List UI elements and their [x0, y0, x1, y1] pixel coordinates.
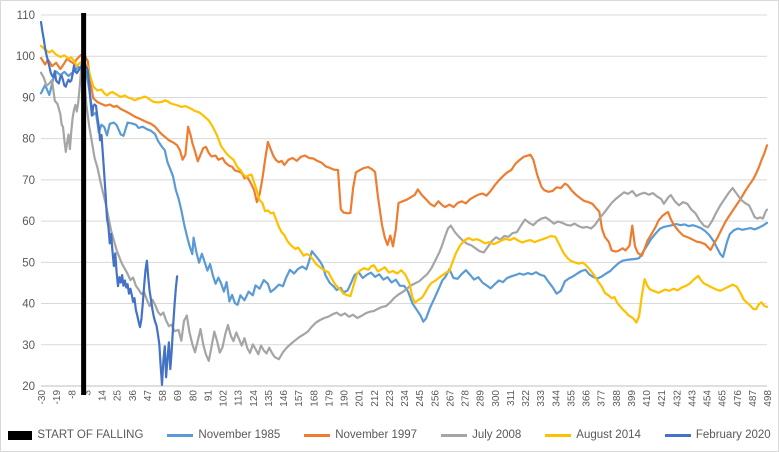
- x-tick-label-333: 333: [536, 390, 547, 407]
- x-tick-label-223: 223: [385, 390, 396, 407]
- x-tick-label-58: 58: [158, 390, 169, 402]
- x-tick-label-289: 289: [476, 390, 487, 407]
- x-tick-label-498: 498: [763, 390, 774, 407]
- x-tick-label-190: 190: [340, 390, 351, 407]
- x-tick-label-36: 36: [128, 390, 139, 402]
- x-tick-label-355: 355: [566, 390, 577, 407]
- legend-label-august-2014: August 2014: [576, 429, 641, 441]
- x-tick-label-311: 311: [506, 390, 517, 406]
- legend-label-start-of-falling: START OF FALLING: [37, 429, 144, 441]
- x-tick-label-135: 135: [264, 390, 275, 407]
- x-tick-label-377: 377: [597, 390, 608, 407]
- x-tick-label--30: -30: [37, 390, 48, 405]
- x-tick-label-124: 124: [249, 390, 260, 407]
- legend-item-august-2014: August 2014: [545, 429, 641, 441]
- x-tick-label-476: 476: [733, 390, 744, 407]
- legend-swatch-november-1997: [304, 433, 331, 437]
- plot-series: [39, 20, 769, 386]
- x-tick-label-91: 91: [203, 390, 214, 402]
- series-line-november-1985: [39, 65, 769, 323]
- series-line-july-2008: [39, 56, 769, 362]
- x-tick-label-300: 300: [491, 390, 502, 407]
- x-axis-labels: -30 -19 -8 3 14 25 36 47 58 69 80 91 102 113 124 135 146…: [37, 390, 774, 407]
- x-tick-label--19: -19: [52, 390, 63, 405]
- legend-label-february-2020: February 2020: [695, 429, 771, 441]
- y-tick-label-70: 70: [22, 175, 35, 187]
- legend-swatch-february-2020: [664, 433, 691, 437]
- x-tick-label-69: 69: [173, 390, 184, 402]
- x-tick-label-465: 465: [718, 390, 729, 407]
- x-tick-label-443: 443: [687, 390, 698, 407]
- y-tick-label-110: 110: [17, 10, 35, 22]
- legend-item-november-1985: November 1985: [167, 429, 280, 441]
- x-tick-label-366: 366: [582, 390, 593, 407]
- x-tick-label-179: 179: [324, 390, 335, 407]
- legend-item-start-of-falling: START OF FALLING: [8, 429, 143, 441]
- x-tick-label-454: 454: [703, 390, 714, 407]
- legend-item-july-2008: July 2008: [441, 429, 521, 441]
- y-axis-labels: 20 30 40 50 60 70 80 90 100 110: [16, 10, 35, 393]
- x-tick-label-234: 234: [400, 390, 411, 407]
- legend-item-november-1997: November 1997: [304, 429, 417, 441]
- x-tick-label-146: 146: [279, 390, 290, 407]
- x-tick-label-157: 157: [294, 390, 305, 407]
- x-tick-label-80: 80: [188, 390, 199, 402]
- x-tick-label-421: 421: [657, 390, 668, 407]
- y-tick-label-80: 80: [22, 134, 35, 146]
- legend-swatch-july-2008: [441, 433, 468, 437]
- y-tick-label-40: 40: [22, 299, 35, 311]
- y-tick-label-20: 20: [22, 381, 35, 393]
- x-tick-label-14: 14: [98, 390, 109, 402]
- legend-label-november-1997: November 1997: [335, 429, 418, 441]
- legend-label-july-2008: July 2008: [472, 429, 522, 441]
- series-line-august-2014: [39, 44, 769, 324]
- series-line-february-2020: [39, 20, 179, 386]
- legend-label-november-1985: November 1985: [198, 429, 281, 441]
- x-tick-label-388: 388: [612, 390, 623, 407]
- x-tick-label-245: 245: [415, 390, 426, 407]
- x-tick-label-201: 201: [355, 390, 366, 407]
- legend-swatch-august-2014: [545, 433, 572, 437]
- x-tick-label-410: 410: [642, 390, 653, 407]
- legend-swatch-november-1985: [167, 433, 194, 437]
- y-tick-label-90: 90: [22, 92, 35, 104]
- x-tick-label--8: -8: [67, 390, 78, 399]
- x-tick-label-278: 278: [461, 390, 472, 407]
- y-tick-label-60: 60: [22, 216, 35, 228]
- x-tick-label-47: 47: [143, 390, 154, 402]
- x-tick-label-168: 168: [309, 390, 320, 407]
- x-tick-label-25: 25: [113, 390, 124, 402]
- y-tick-label-100: 100: [16, 51, 35, 63]
- y-tick-label-30: 30: [22, 340, 35, 352]
- x-tick-label-256: 256: [430, 390, 441, 407]
- y-tick-label-50: 50: [22, 257, 35, 269]
- series-line-november-1997: [39, 53, 769, 257]
- chart-legend: START OF FALLING November 1985 November 19…: [1, 422, 778, 448]
- x-tick-label-212: 212: [370, 390, 381, 407]
- x-tick-label-3: 3: [82, 390, 93, 396]
- x-tick-label-102: 102: [219, 390, 230, 407]
- x-tick-label-113: 113: [234, 390, 245, 406]
- x-tick-label-267: 267: [445, 390, 456, 407]
- x-tick-label-322: 322: [521, 390, 532, 407]
- legend-swatch-start-of-falling: [8, 430, 33, 440]
- x-tick-label-344: 344: [551, 390, 562, 407]
- legend-item-february-2020: February 2020: [664, 429, 771, 441]
- x-tick-label-487: 487: [748, 390, 759, 407]
- gridlines: [41, 14, 767, 387]
- x-tick-label-399: 399: [627, 390, 638, 407]
- x-tick-label-432: 432: [672, 390, 683, 407]
